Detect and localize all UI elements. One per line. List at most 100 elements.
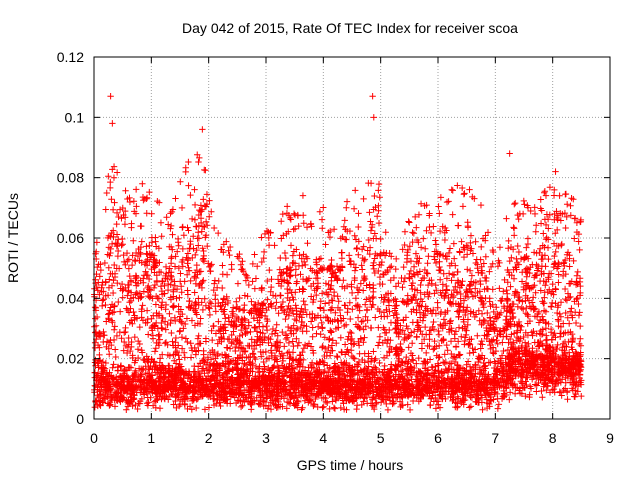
data-point (188, 215, 196, 223)
data-point (281, 249, 289, 257)
data-point (567, 202, 574, 209)
data-point (551, 260, 558, 267)
data-point (409, 229, 416, 236)
data-point (189, 254, 196, 262)
data-point (420, 235, 427, 242)
data-point (182, 335, 190, 342)
data-point (447, 317, 454, 324)
data-point (166, 310, 173, 317)
data-point (158, 298, 166, 306)
data-point (229, 304, 237, 311)
data-point (113, 220, 120, 228)
data-point (450, 240, 458, 247)
data-point (195, 332, 202, 340)
data-point (484, 309, 491, 317)
data-point (239, 258, 246, 265)
data-point (441, 229, 448, 236)
data-point (514, 211, 521, 219)
data-point (209, 351, 217, 358)
data-point (467, 239, 474, 247)
data-point (370, 206, 377, 213)
data-point (176, 327, 184, 334)
data-point (523, 265, 531, 272)
data-point (184, 250, 192, 257)
data-point (459, 203, 467, 210)
data-point (480, 316, 487, 324)
data-point (506, 257, 513, 265)
data-point (212, 330, 220, 337)
data-point (367, 218, 374, 225)
data-point (576, 246, 583, 254)
data-point (115, 298, 122, 306)
data-point (431, 337, 438, 345)
data-point (317, 331, 324, 338)
data-point (564, 396, 571, 403)
data-point (506, 396, 513, 403)
data-point (375, 267, 382, 275)
data-point (340, 277, 347, 284)
data-point (300, 297, 307, 305)
data-point (349, 306, 356, 313)
data-point (257, 335, 265, 343)
data-point (282, 254, 290, 262)
data-point (332, 309, 339, 316)
data-point (119, 294, 126, 301)
data-point (162, 263, 170, 271)
data-point (417, 200, 425, 207)
data-point (574, 268, 581, 276)
data-point (91, 303, 99, 311)
data-point (468, 272, 476, 279)
data-point (172, 334, 180, 342)
data-point (577, 322, 584, 330)
data-point (263, 322, 270, 330)
data-point (181, 354, 189, 361)
data-point (556, 192, 563, 199)
data-point (551, 186, 558, 194)
data-point (435, 342, 443, 349)
data-point (367, 298, 374, 305)
data-point (106, 184, 114, 192)
data-point (510, 232, 518, 239)
data-point (137, 243, 145, 251)
data-point (132, 186, 140, 193)
data-points (91, 93, 585, 414)
data-point (113, 209, 121, 217)
data-point (448, 277, 455, 284)
data-point (201, 202, 209, 210)
data-point (179, 263, 186, 270)
data-point (554, 341, 561, 349)
data-point (476, 277, 484, 285)
data-point (106, 252, 113, 259)
data-point (544, 244, 552, 252)
data-point (480, 260, 488, 267)
data-point (120, 338, 128, 346)
data-point (466, 404, 473, 411)
data-point (152, 344, 160, 352)
data-point (362, 313, 369, 320)
data-point (241, 292, 249, 299)
data-point (524, 240, 532, 248)
data-point (267, 399, 274, 406)
data-point (432, 259, 440, 267)
data-point (478, 263, 485, 270)
data-point (436, 210, 443, 217)
data-point (458, 333, 465, 340)
data-point (187, 191, 194, 199)
data-point (566, 263, 573, 270)
data-point (107, 178, 114, 186)
data-point (443, 198, 451, 206)
data-point (479, 406, 486, 413)
data-point (201, 295, 208, 302)
data-point (152, 301, 160, 308)
data-point (352, 264, 360, 271)
data-point (116, 328, 124, 336)
data-point (111, 323, 118, 330)
data-point (313, 291, 320, 299)
data-point (335, 298, 342, 305)
data-point (401, 241, 408, 249)
data-point (400, 263, 407, 271)
data-point (320, 204, 327, 211)
data-point (318, 319, 325, 327)
data-point (409, 397, 417, 405)
